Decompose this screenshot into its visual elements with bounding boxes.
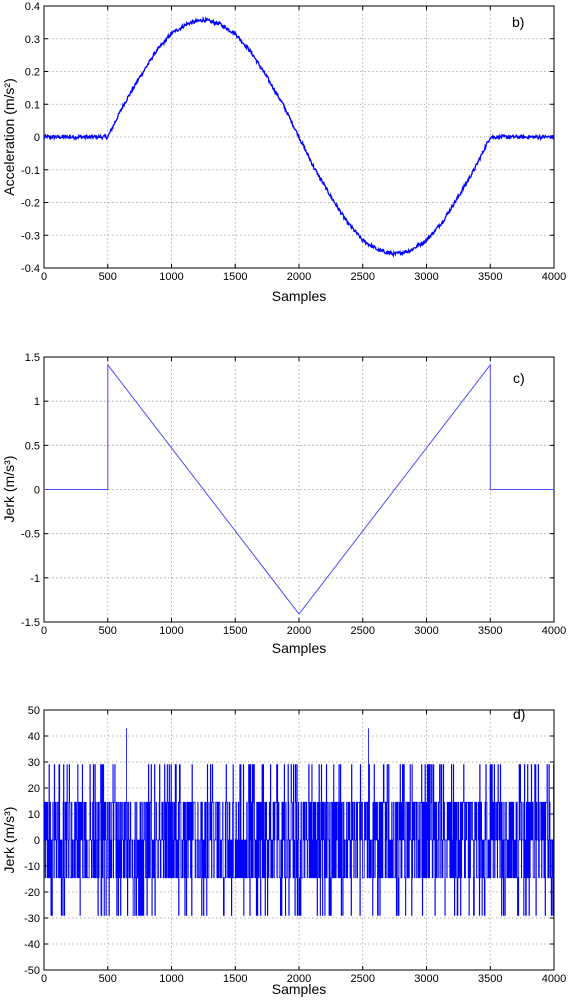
y-axis-label: Acceleration (m/s²) xyxy=(1,78,17,195)
y-tick-label: 0 xyxy=(34,835,40,847)
x-tick-label: 1000 xyxy=(159,271,183,283)
series-line xyxy=(43,15,555,258)
x-axis-label: Samples xyxy=(272,640,326,656)
jerk-measured-panel: 0 500 1000 1500 2000 2500 3000 3500 4000 50 40 30 2… xyxy=(1,705,566,997)
y-tick-label: -30 xyxy=(24,913,40,925)
panel-tag: b) xyxy=(512,14,524,30)
x-tick-label: 2500 xyxy=(351,973,375,985)
y-tick-label: -0.2 xyxy=(21,198,40,210)
y-tick-label: 1.5 xyxy=(25,352,40,364)
y-tick-label: -50 xyxy=(24,965,40,977)
x-tick-label: 4000 xyxy=(542,271,566,283)
y-tick-label: 40 xyxy=(28,731,40,743)
x-axis-label: Samples xyxy=(272,981,326,997)
y-axis-label: Jerk (m/s³) xyxy=(1,807,17,874)
y-tick-label: 0.5 xyxy=(25,440,40,452)
y-tick-labels: 1.5 1 0.5 0 -0.5 -1 -1.5 xyxy=(21,352,40,629)
x-tick-label: 0 xyxy=(41,625,47,637)
x-tick-label: 1000 xyxy=(159,973,183,985)
panel-tag: c) xyxy=(513,370,525,386)
y-tick-label: 10 xyxy=(28,809,40,821)
y-tick-label: 0.2 xyxy=(25,67,40,79)
x-tick-label: 2500 xyxy=(351,625,375,637)
ticks xyxy=(43,356,555,623)
x-tick-label: 3000 xyxy=(414,271,438,283)
y-axis-label: Jerk (m/s³) xyxy=(1,456,17,523)
x-tick-label: 500 xyxy=(99,973,117,985)
x-tick-label: 1500 xyxy=(223,973,247,985)
ticks xyxy=(43,5,555,269)
x-tick-labels: 0 500 1000 1500 2000 2500 3000 3500 4000 xyxy=(41,625,566,637)
x-tick-label: 1000 xyxy=(159,625,183,637)
y-tick-label: 50 xyxy=(28,705,40,717)
y-tick-label: -1 xyxy=(30,573,40,585)
x-tick-label: 3000 xyxy=(414,973,438,985)
y-tick-label: 0.4 xyxy=(25,1,40,13)
y-tick-label: -0.1 xyxy=(21,165,40,177)
x-tick-label: 3000 xyxy=(414,625,438,637)
x-tick-label: 3500 xyxy=(478,271,502,283)
x-tick-label: 4000 xyxy=(542,625,566,637)
y-tick-label: -1.5 xyxy=(21,617,40,629)
x-tick-labels: 0 500 1000 1500 2000 2500 3000 3500 4000 xyxy=(41,973,566,985)
x-tick-label: 3500 xyxy=(478,625,502,637)
x-tick-label: 0 xyxy=(41,271,47,283)
y-tick-labels: 0.4 0.3 0.2 0.1 0 -0.1 -0.2 -0.3 -0.4 xyxy=(21,1,40,275)
y-tick-label: -10 xyxy=(24,861,40,873)
x-tick-label: 2000 xyxy=(287,973,311,985)
y-tick-label: 0.3 xyxy=(25,34,40,46)
x-tick-label: 2000 xyxy=(287,625,311,637)
x-tick-label: 2000 xyxy=(287,271,311,283)
y-tick-label: -20 xyxy=(24,887,40,899)
panel-tag: d) xyxy=(513,706,525,722)
x-tick-label: 1500 xyxy=(223,625,247,637)
x-axis-label: Samples xyxy=(272,288,326,304)
y-tick-label: -0.4 xyxy=(21,263,40,275)
y-tick-label: 0 xyxy=(34,132,40,144)
x-tick-label: 4000 xyxy=(542,973,566,985)
x-tick-label: 3500 xyxy=(478,973,502,985)
y-tick-label: -40 xyxy=(24,939,40,951)
x-tick-labels: 0 500 1000 1500 2000 2500 3000 3500 4000 xyxy=(41,271,566,283)
acceleration-panel: 0 500 1000 1500 2000 2500 3000 3500 4000 0.40.30… xyxy=(1,1,566,304)
x-tick-label: 0 xyxy=(41,973,47,985)
x-tick-label: 1500 xyxy=(223,271,247,283)
x-tick-label: 500 xyxy=(99,271,117,283)
series-line xyxy=(44,728,554,916)
y-tick-label: -0.5 xyxy=(21,529,40,541)
y-tick-label: 0 xyxy=(34,485,40,497)
y-tick-label: 20 xyxy=(28,783,40,795)
jerk-theoretical-panel: 0 500 1000 1500 2000 2500 3000 3500 4000 1.5 1 0.5… xyxy=(1,352,566,656)
grid xyxy=(44,6,554,268)
y-tick-labels: 50 40 30 20 10 0 -10 -20 -30 -40 -50 xyxy=(24,705,40,977)
y-tick-label: 0.1 xyxy=(25,99,40,111)
y-tick-label: 1 xyxy=(34,396,40,408)
x-tick-label: 2500 xyxy=(351,271,375,283)
series-line xyxy=(44,363,554,615)
y-tick-label: 30 xyxy=(28,757,40,769)
x-tick-label: 500 xyxy=(99,625,117,637)
y-tick-label: -0.3 xyxy=(21,230,40,242)
